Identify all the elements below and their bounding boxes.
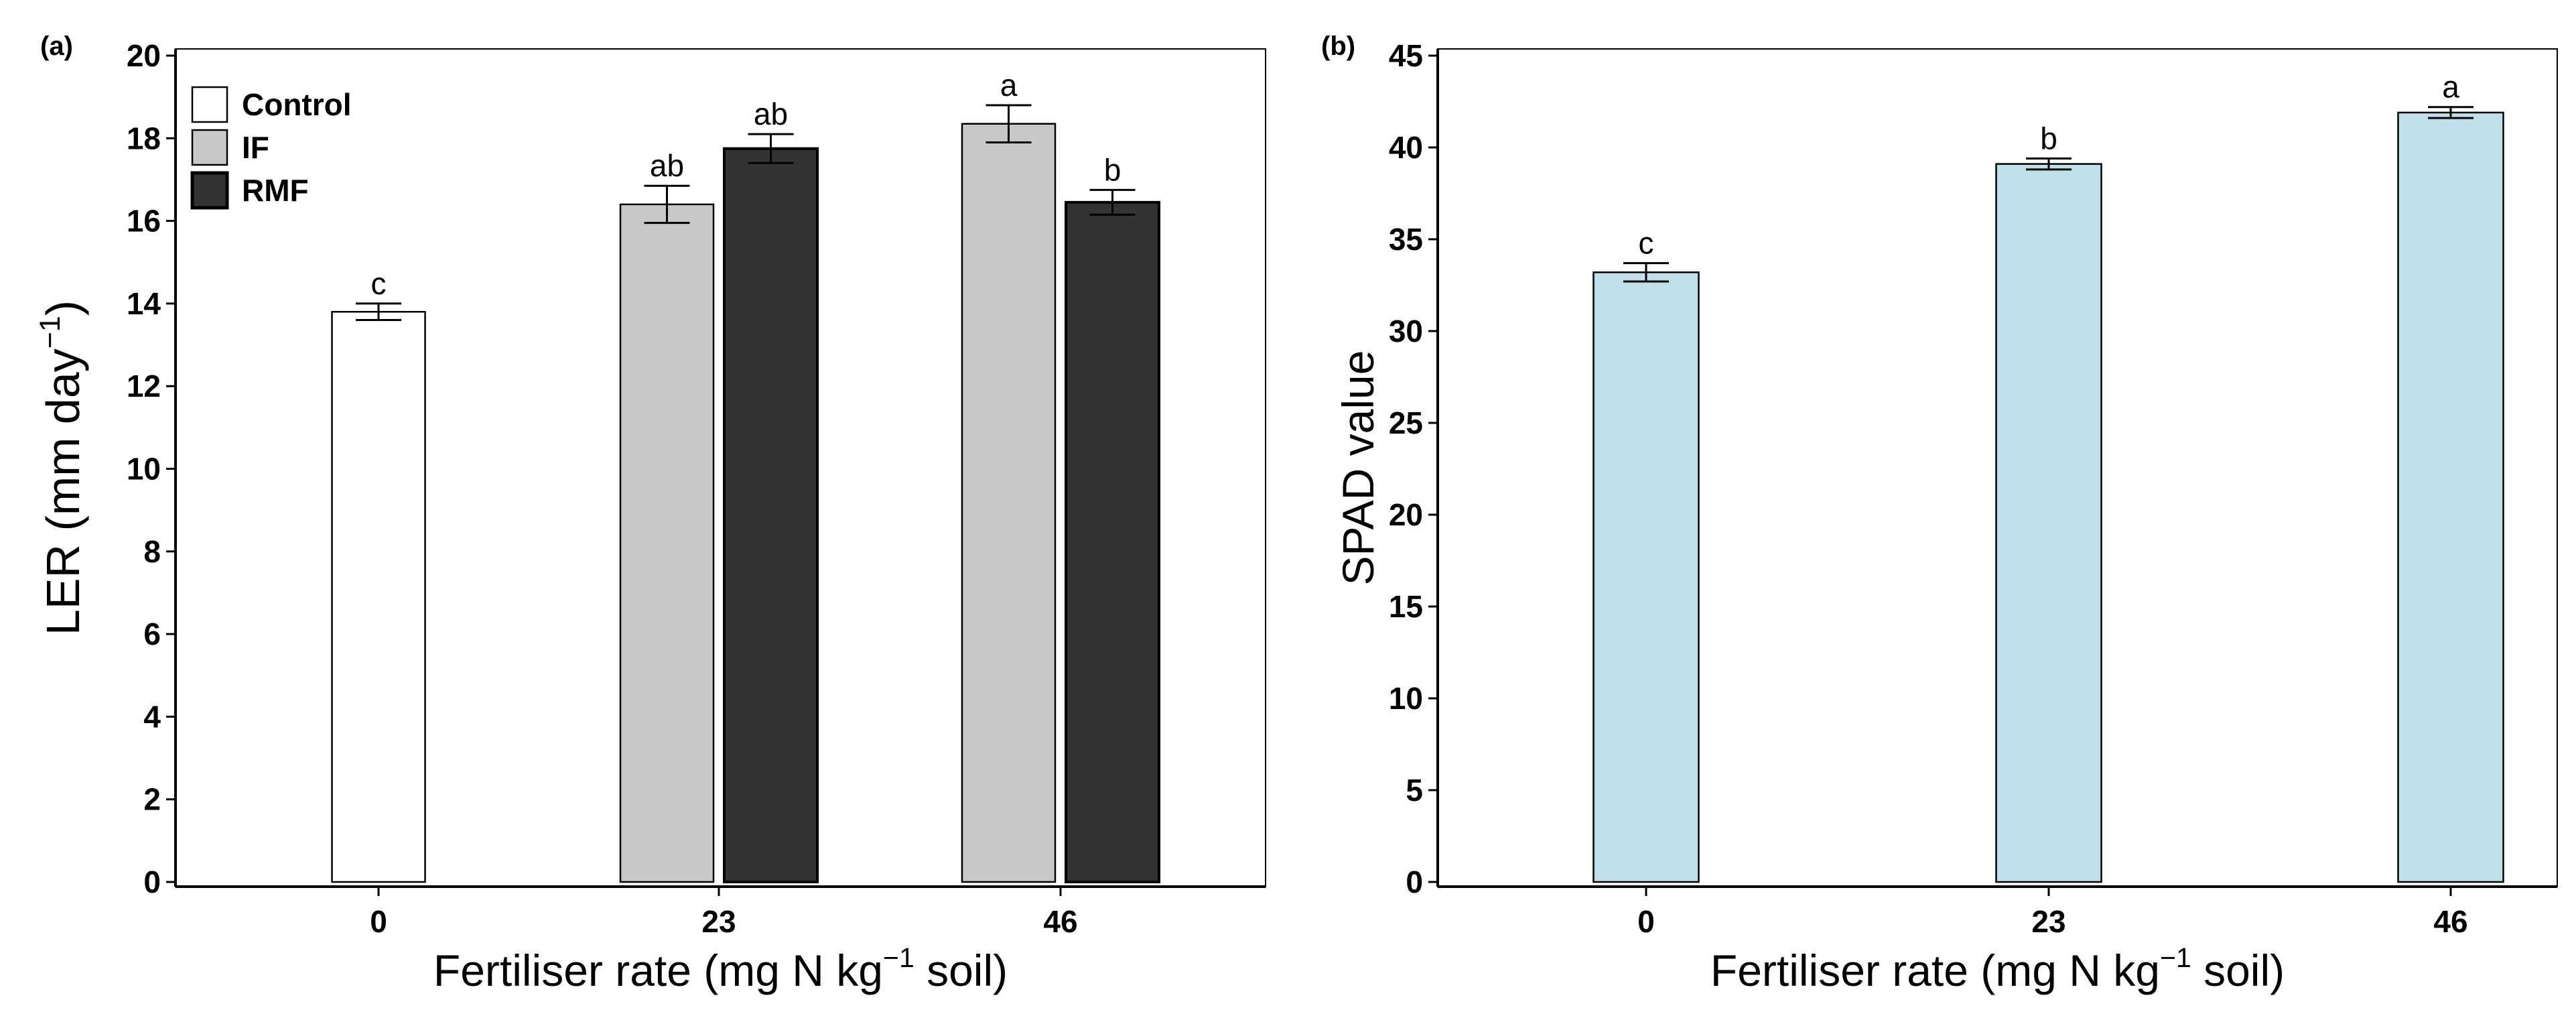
- y-tick-label: 0: [1406, 865, 1423, 899]
- bar-control-0: [331, 310, 426, 883]
- x-axis-title-main: Fertiliser rate (mg N kg: [1710, 946, 2160, 995]
- y-tick-label: 4: [143, 699, 161, 734]
- y-axis-title: SPAD value: [1333, 351, 1383, 586]
- y-axis-title-main: LER (mm day: [37, 348, 89, 635]
- x-axis-title-superscript: −1: [2160, 942, 2191, 973]
- legend-label-if: IF: [242, 130, 269, 165]
- bar-0: [1592, 271, 1700, 883]
- bar-rmf-46: [1065, 200, 1160, 884]
- y-tick-label: 2: [143, 782, 161, 817]
- bar-46: [2397, 111, 2504, 883]
- y-tick-label: 18: [127, 121, 161, 155]
- y-tick-label: 15: [1389, 589, 1423, 624]
- significance-label: a: [1000, 68, 1018, 103]
- bar-if-46: [961, 123, 1057, 883]
- y-tick-label: 16: [127, 204, 161, 239]
- y-axis-title: LER (mm day−1): [34, 300, 89, 635]
- significance-label: b: [1104, 152, 1122, 187]
- y-tick-label: 25: [1389, 405, 1423, 440]
- significance-label: b: [2040, 121, 2057, 155]
- chart-panel-b: (b) 0 5 10 15 20 25 30 35 40 45 0 23 46 c b a SPAD value: [1321, 31, 2558, 939]
- x-axis-title-suffix: soil): [914, 946, 1008, 995]
- y-tick-label: 6: [143, 617, 161, 651]
- x-tick-label: 0: [370, 904, 387, 939]
- x-axis-title-superscript: −1: [883, 942, 914, 973]
- bar-if-23: [619, 203, 715, 883]
- panel-label: (a): [40, 31, 73, 61]
- y-tick-label: 35: [1389, 222, 1423, 257]
- significance-label: ab: [650, 148, 684, 183]
- significance-label: c: [1639, 226, 1654, 261]
- x-tick-label: 23: [2031, 904, 2065, 939]
- x-axis-title-main: Fertiliser rate (mg N kg: [433, 946, 883, 995]
- y-tick-label: 20: [127, 38, 161, 73]
- legend-swatch-if: [191, 129, 228, 166]
- legend-label-rmf: RMF: [242, 173, 309, 208]
- legend: Control IF RMF: [190, 86, 352, 210]
- bar-rmf-23: [723, 147, 819, 883]
- y-axis-title-superscript: −1: [34, 316, 66, 348]
- y-tick-label: 5: [1406, 773, 1423, 808]
- y-tick-label: 10: [1389, 681, 1423, 716]
- significance-label: c: [371, 266, 387, 301]
- x-tick-label: 23: [701, 904, 736, 939]
- y-axis-title-suffix: ): [37, 300, 89, 316]
- significance-label: ab: [754, 97, 788, 131]
- x-axis-title-suffix: soil): [2191, 946, 2285, 995]
- y-tick-label: 14: [127, 286, 161, 321]
- bar-23: [1995, 163, 2102, 883]
- legend-swatch-control: [191, 86, 228, 123]
- panel-label: (b): [1321, 31, 1355, 61]
- significance-label: a: [2442, 70, 2459, 105]
- y-tick-label: 30: [1389, 314, 1423, 348]
- x-tick-label: 46: [1043, 904, 1077, 939]
- x-tick-label: 0: [1637, 904, 1655, 939]
- y-tick-label: 45: [1389, 38, 1423, 73]
- y-tick-label: 20: [1389, 497, 1423, 532]
- legend-label-control: Control: [242, 87, 352, 122]
- y-tick-label: 12: [127, 369, 161, 403]
- y-tick-label: 0: [143, 865, 161, 899]
- x-tick-label: 46: [2433, 904, 2467, 939]
- x-axis-title: Fertiliser rate (mg N kg−1 soil): [433, 942, 1008, 995]
- legend-swatch-rmf: [190, 171, 229, 210]
- y-tick-label: 10: [127, 452, 161, 487]
- y-tick-label: 40: [1389, 130, 1423, 165]
- x-axis-title: Fertiliser rate (mg N kg−1 soil): [1710, 942, 2285, 995]
- y-tick-label: 8: [143, 534, 161, 569]
